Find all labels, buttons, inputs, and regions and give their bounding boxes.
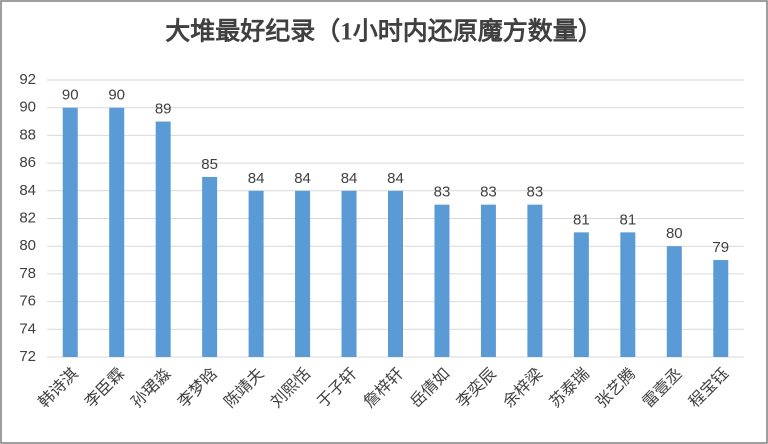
data-label: 80 xyxy=(666,225,683,242)
y-tick-label: 74 xyxy=(19,320,36,337)
bar xyxy=(713,260,729,357)
data-label: 81 xyxy=(573,211,590,228)
chart-title: 大堆最好纪录（1小时内还原魔方数量） xyxy=(165,17,603,46)
bar xyxy=(388,190,403,357)
y-tick-label: 72 xyxy=(19,348,36,365)
y-tick-label: 78 xyxy=(19,265,36,282)
bar xyxy=(480,204,496,357)
data-label: 83 xyxy=(527,184,544,201)
y-tick-label: 80 xyxy=(19,237,36,254)
bar xyxy=(248,190,264,357)
data-label: 84 xyxy=(248,170,265,187)
bar xyxy=(434,204,450,357)
y-tick-label: 82 xyxy=(19,209,36,226)
bar xyxy=(155,121,171,357)
data-label: 83 xyxy=(480,184,497,201)
bar xyxy=(109,107,125,357)
data-label: 83 xyxy=(434,184,451,201)
data-label: 84 xyxy=(294,170,311,187)
bar xyxy=(62,107,78,357)
y-tick-label: 88 xyxy=(19,126,36,143)
data-label: 84 xyxy=(341,170,358,187)
data-label: 81 xyxy=(619,211,636,228)
bar xyxy=(573,232,589,357)
data-label: 84 xyxy=(387,170,404,187)
bar xyxy=(341,190,357,357)
data-label: 90 xyxy=(62,87,79,104)
y-tick-label: 86 xyxy=(19,154,36,171)
bar xyxy=(202,176,218,357)
data-label: 85 xyxy=(201,156,218,173)
y-tick-label: 90 xyxy=(19,99,36,116)
data-label: 90 xyxy=(108,87,125,104)
y-tick-label: 92 xyxy=(19,71,36,88)
y-tick-label: 76 xyxy=(19,293,36,310)
bar xyxy=(527,204,543,357)
y-tick-label: 84 xyxy=(19,182,36,199)
data-label: 89 xyxy=(155,101,172,118)
data-label: 79 xyxy=(712,239,729,256)
bar xyxy=(620,232,636,357)
bar xyxy=(295,190,311,357)
bar xyxy=(666,246,682,357)
